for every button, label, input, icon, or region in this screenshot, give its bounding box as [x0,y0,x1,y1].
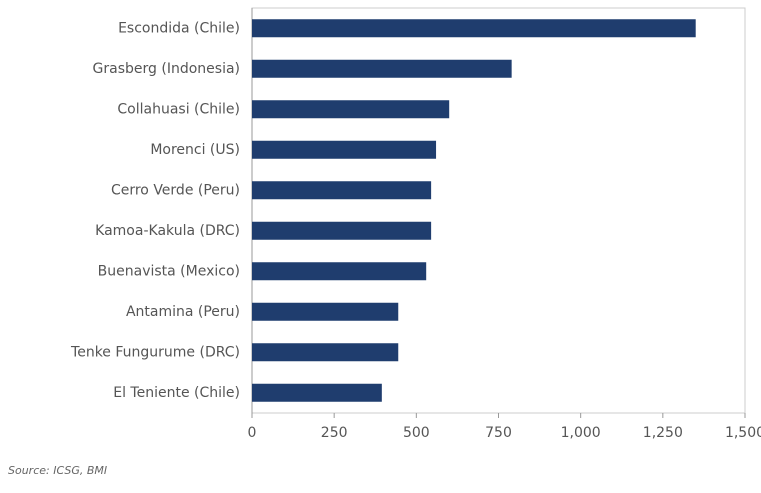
y-tick-label: Kamoa-Kakula (DRC) [95,223,240,239]
y-tick-label: Escondida (Chile) [118,20,240,36]
x-tick-label: 250 [321,425,348,441]
x-tick-label: 0 [248,425,257,441]
source-note: Source: ICSG, BMI [8,464,107,477]
bar [252,383,382,402]
y-tick-label: Antamina (Peru) [126,304,240,320]
y-tick-label: Buenavista (Mexico) [98,263,240,279]
bar [252,59,512,78]
bar [252,100,450,119]
y-tick-label: Tenke Fungurume (DRC) [70,344,240,360]
y-tick-label: El Teniente (Chile) [113,385,240,401]
bar [252,19,696,38]
x-tick-label: 500 [403,425,430,441]
y-tick-label: Morenci (US) [150,142,240,158]
bar [252,262,427,281]
bar [252,181,432,200]
x-tick-label: 1,250 [643,425,683,441]
bar [252,221,432,240]
y-tick-label: Cerro Verde (Peru) [111,182,240,198]
y-tick-label: Collahuasi (Chile) [117,101,240,117]
bar [252,343,399,362]
bar [252,302,399,321]
y-tick-label: Grasberg (Indonesia) [93,61,240,77]
bar [252,140,437,159]
x-tick-label: 1,000 [561,425,601,441]
x-tick-label: 750 [485,425,512,441]
x-tick-label: 1,500 [725,425,761,441]
